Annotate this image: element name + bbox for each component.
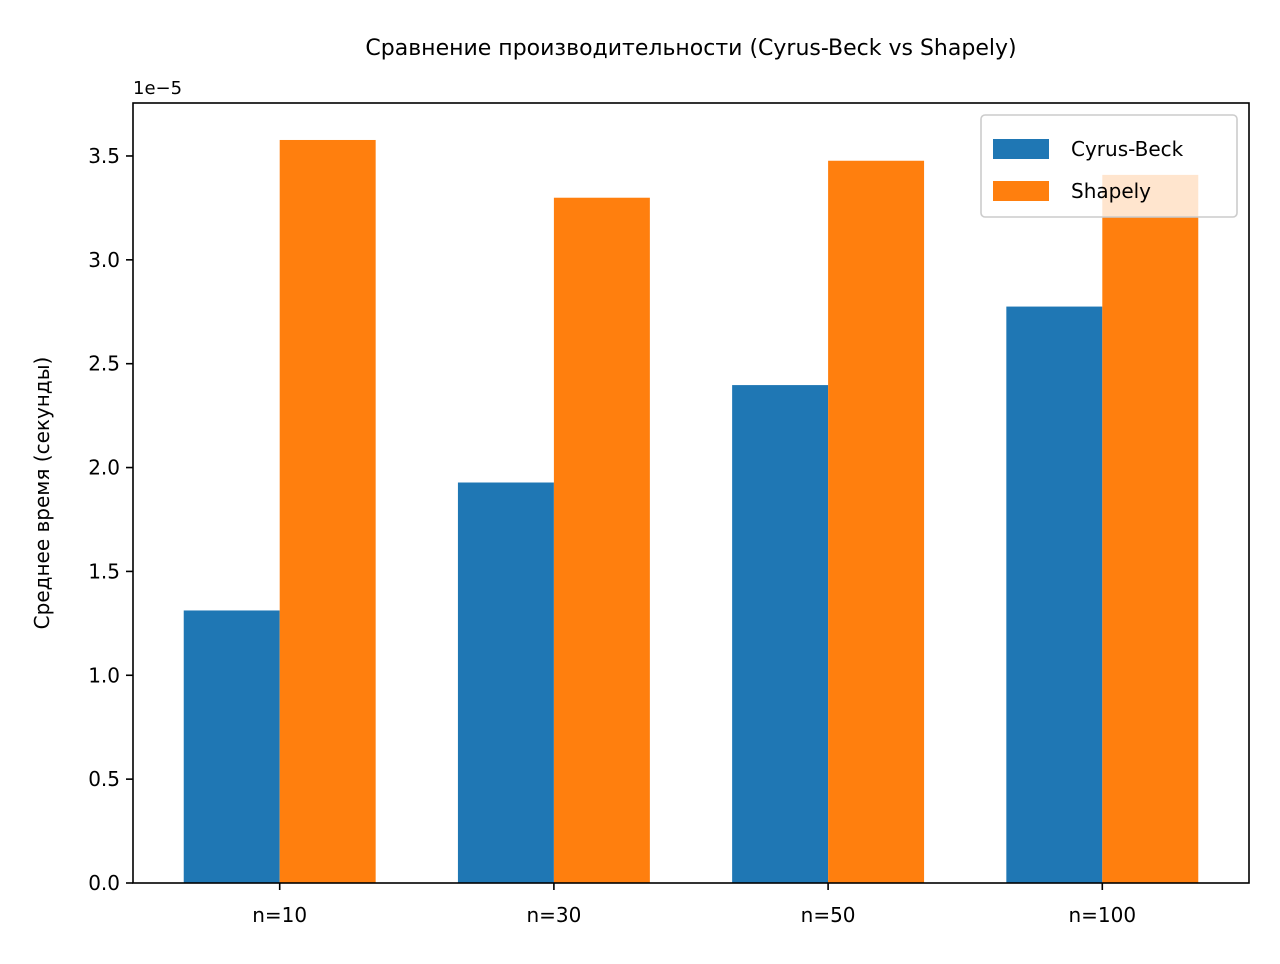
y-axis-offset-label: 1e−5 (133, 78, 182, 99)
legend-label: Shapely (1071, 179, 1151, 203)
bar-cyrus-beck-n10 (183, 610, 280, 883)
y-tick-label: 0.0 (88, 871, 120, 895)
plot-frame (132, 102, 1250, 884)
bar-shapely-n100 (1102, 174, 1199, 883)
bar-cyrus-beck-n100 (1006, 306, 1103, 883)
y-tick-label: 0.5 (88, 767, 120, 791)
y-tick-label: 1.5 (88, 559, 120, 583)
x-tick-label: n=10 (252, 903, 307, 927)
x-tick-label: n=30 (526, 903, 581, 927)
y-tick-label: 3.0 (88, 248, 120, 272)
bar-cyrus-beck-n50 (732, 385, 829, 883)
legend-swatch (993, 139, 1049, 159)
y-tick-label: 3.5 (88, 144, 120, 168)
bar-cyrus-beck-n30 (457, 482, 554, 883)
legend-swatch (993, 181, 1049, 201)
y-axis-label: Среднее время (секунды) (30, 357, 54, 630)
y-tick-label: 1.0 (88, 663, 120, 687)
x-tick-label: n=50 (801, 903, 856, 927)
chart-title: Сравнение производительности (Cyrus-Beck… (365, 36, 1016, 61)
axes-layer: 0.0 0.5 1.0 1.5 2.0 2.5 3.0 3.5 n=10 n=30 n=50 n=10… (88, 102, 1250, 927)
x-tick-label: n=100 (1068, 903, 1136, 927)
y-tick-label: 2.0 (88, 456, 120, 480)
bars-layer (183, 139, 1199, 884)
bar-shapely-n50 (828, 160, 925, 883)
legend-label: Cyrus-Beck (1071, 137, 1184, 161)
bar-shapely-n30 (553, 197, 650, 884)
legend: Cyrus-Beck Shapely (980, 114, 1238, 218)
bar-shapely-n10 (279, 139, 376, 883)
y-tick-label: 2.5 (88, 352, 120, 376)
